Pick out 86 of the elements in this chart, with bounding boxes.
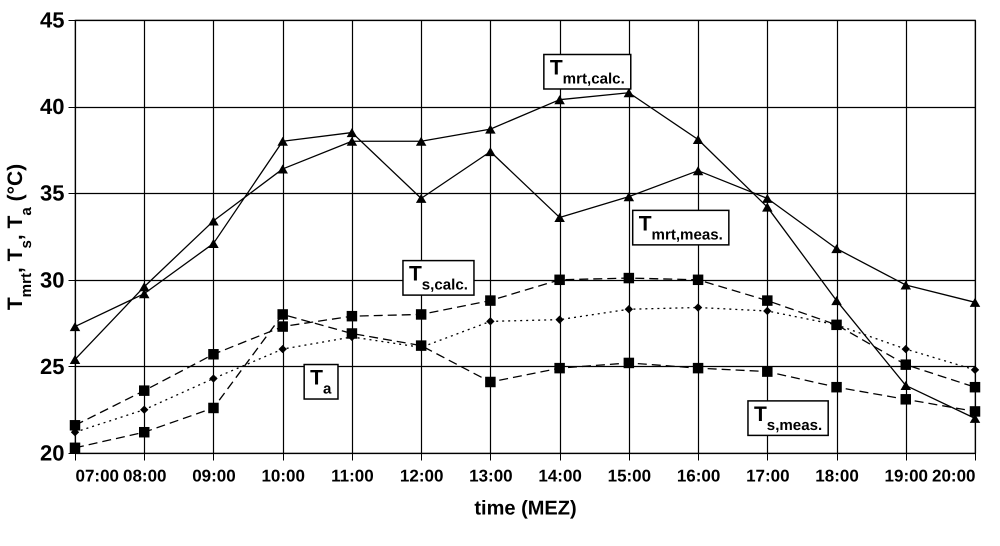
point xyxy=(692,274,704,286)
point xyxy=(208,238,219,248)
point xyxy=(70,354,80,364)
point xyxy=(624,272,634,284)
point xyxy=(554,274,565,286)
x-tick-label: 17:00 xyxy=(746,466,790,486)
point xyxy=(831,296,842,306)
point xyxy=(692,134,704,144)
point xyxy=(970,406,980,417)
point xyxy=(416,136,426,146)
point xyxy=(138,426,150,438)
point xyxy=(970,298,980,307)
point xyxy=(554,95,565,104)
point xyxy=(138,282,150,292)
point xyxy=(485,147,496,156)
point xyxy=(900,380,912,390)
point xyxy=(624,192,634,202)
point xyxy=(208,402,219,414)
point xyxy=(485,376,496,388)
x-tick-label: 19:00 xyxy=(884,466,928,486)
x-tick-label: 16:00 xyxy=(676,466,720,486)
x-axis-title: time (MEZ) xyxy=(474,498,577,520)
point xyxy=(346,128,358,138)
point xyxy=(278,344,287,354)
point xyxy=(485,124,496,134)
point xyxy=(416,194,426,203)
x-tick-label: 08:00 xyxy=(122,466,166,486)
x-tick-label: 13:00 xyxy=(469,466,513,486)
point xyxy=(624,358,634,368)
point xyxy=(277,164,288,174)
series-label: T$_{mrt,meas.}$ xyxy=(638,212,723,243)
x-tick-label: 20:00 xyxy=(932,466,976,486)
point xyxy=(208,216,219,226)
point xyxy=(485,295,496,306)
y-tick-label: 45 xyxy=(40,8,64,32)
point xyxy=(902,344,910,354)
point xyxy=(277,321,288,332)
point xyxy=(762,295,773,306)
y-tick-label: 35 xyxy=(40,180,64,206)
x-tick-label: 18:00 xyxy=(815,466,859,486)
point xyxy=(762,366,773,377)
point xyxy=(970,382,980,392)
point xyxy=(209,374,218,383)
point xyxy=(900,394,912,405)
point xyxy=(900,280,912,290)
point xyxy=(554,362,565,374)
y-tick-label: 40 xyxy=(40,94,64,120)
x-tick-label: 14:00 xyxy=(538,466,582,486)
point xyxy=(762,202,773,212)
y-tick-label: 20 xyxy=(40,440,64,466)
point xyxy=(970,366,980,374)
point xyxy=(70,322,80,332)
point xyxy=(70,420,80,431)
x-tick-label: 11:00 xyxy=(331,466,374,486)
point xyxy=(831,382,842,392)
point xyxy=(831,244,842,254)
y-tick-label: 30 xyxy=(40,267,64,292)
point xyxy=(346,310,358,322)
point xyxy=(554,212,565,222)
point xyxy=(208,349,219,360)
y-tick-label: 25 xyxy=(40,354,64,379)
point xyxy=(346,136,358,146)
point xyxy=(486,317,495,326)
x-tick-label: 09:00 xyxy=(192,466,236,486)
series-label: T$_{mrt,calc.}$ xyxy=(550,56,625,87)
point xyxy=(692,362,704,374)
point xyxy=(555,315,564,324)
x-tick-label: 12:00 xyxy=(400,466,444,486)
point xyxy=(140,406,148,414)
series-label: T$_{a}$ xyxy=(310,366,332,398)
point xyxy=(692,166,704,176)
x-tick-label: 07:00 xyxy=(76,466,119,486)
point xyxy=(277,309,288,320)
series-label: T$_{s,meas.}$ xyxy=(754,402,822,434)
point xyxy=(277,136,288,146)
x-tick-label: 10:00 xyxy=(261,466,305,486)
point xyxy=(900,359,912,370)
series-label: T$_{s,calc.}$ xyxy=(408,262,468,294)
point xyxy=(416,309,426,320)
point xyxy=(694,303,702,312)
point xyxy=(138,385,150,396)
point xyxy=(624,88,634,98)
point xyxy=(624,305,634,314)
point xyxy=(763,306,772,316)
point xyxy=(762,194,773,203)
x-tick-label: 15:00 xyxy=(608,466,652,486)
